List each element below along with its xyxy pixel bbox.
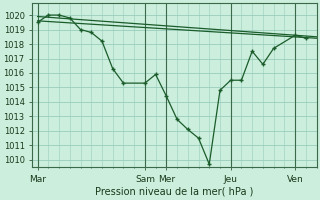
X-axis label: Pression niveau de la mer( hPa ): Pression niveau de la mer( hPa )	[95, 187, 253, 197]
